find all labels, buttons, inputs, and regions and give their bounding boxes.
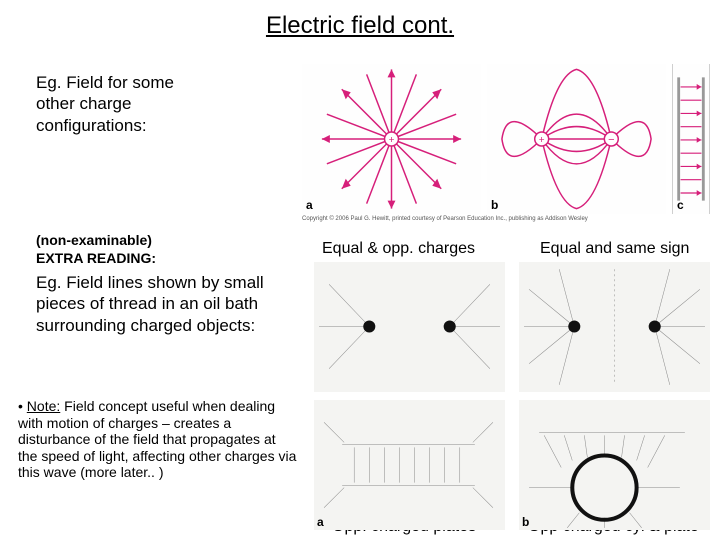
extra-heading-line2: EXTRA READING: xyxy=(36,250,156,266)
oil-panel-a-label: a xyxy=(317,515,324,529)
note-body: Field concept useful when dealing with m… xyxy=(18,398,296,480)
copyright-text: Copyright © 2006 Paul G. Hewitt, printed… xyxy=(302,216,588,222)
oil-panel-opposite-plates: a xyxy=(314,400,505,530)
extra-heading-line1: (non-examinable) xyxy=(36,232,152,248)
dipole-diagram: + − xyxy=(487,64,666,214)
panel-a-label: a xyxy=(306,198,313,212)
diagram-panel-b: + − b xyxy=(487,64,666,214)
svg-text:−: − xyxy=(608,134,614,146)
extra-reading-heading: (non-examinable) EXTRA READING: xyxy=(36,232,156,267)
panel-b-label: b xyxy=(491,198,498,212)
note-label: Note: xyxy=(27,398,60,414)
parallel-plate-diagram xyxy=(673,64,709,214)
svg-text:+: + xyxy=(389,135,395,146)
panel-c-label: c xyxy=(677,198,684,212)
svg-text:+: + xyxy=(539,135,545,146)
oil-panel-b-label: b xyxy=(522,515,529,529)
single-positive-charge-diagram: + xyxy=(302,64,481,214)
oil-panel-cyl-plate: b xyxy=(519,400,710,530)
field-diagram-row: + a + − b xyxy=(302,64,710,214)
extra-reading-body: Eg. Field lines shown by small pieces of… xyxy=(36,272,271,336)
oil-bath-grid: a b xyxy=(314,262,710,530)
diagram-panel-a: + a xyxy=(302,64,481,214)
note-paragraph: • Note: Field concept useful when dealin… xyxy=(18,398,298,481)
caption-equal-same: Equal and same sign xyxy=(540,240,689,258)
oil-panel-same-sign-charges xyxy=(519,262,710,392)
page-title: Electric field cont. xyxy=(0,0,720,40)
intro-text: Eg. Field for some other charge configur… xyxy=(36,72,206,136)
caption-equal-opp: Equal & opp. charges xyxy=(322,240,475,258)
oil-panel-opposite-charges xyxy=(314,262,505,392)
diagram-panel-c: c xyxy=(672,64,710,214)
